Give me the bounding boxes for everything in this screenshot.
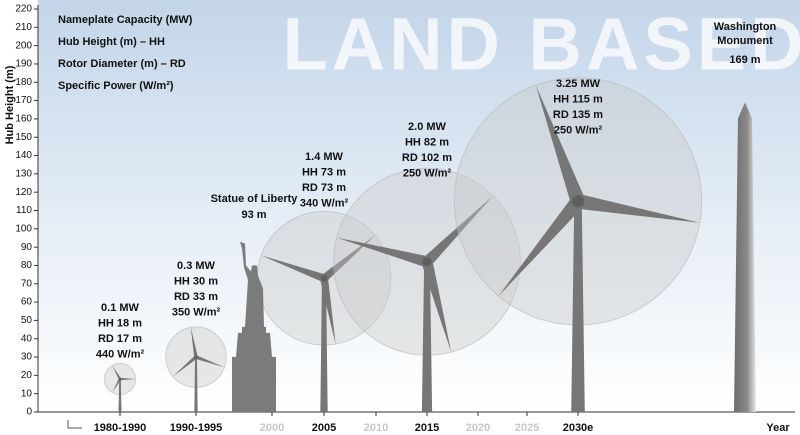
blade <box>261 255 326 283</box>
tower <box>320 278 328 412</box>
legend-entry: Rotor Diameter (m) – RD <box>58 58 186 70</box>
turbine-label: 440 W/m² <box>96 348 145 360</box>
blade <box>535 85 585 204</box>
turbine-label: 340 W/m² <box>300 197 349 209</box>
tower <box>118 379 122 412</box>
turbine-label: HH 82 m <box>405 136 449 148</box>
tower <box>421 261 433 412</box>
x-axis-label: Year <box>766 422 790 434</box>
y-tick-label: 10 <box>21 388 33 399</box>
x-tick-label: 1980-1990 <box>94 422 147 434</box>
landmark-name: Statue of Liberty <box>211 193 299 205</box>
blade <box>172 355 198 377</box>
turbine-label: HH 115 m <box>553 93 603 105</box>
y-tick-label: 220 <box>15 4 32 15</box>
y-tick-label: 40 <box>21 333 33 344</box>
turbine-label: 3.25 MW <box>556 78 601 90</box>
legend-entry: Nameplate Capacity (MW) <box>58 14 193 26</box>
turbine-label: HH 30 m <box>174 275 218 287</box>
y-tick-label: 170 <box>15 95 32 106</box>
hub <box>320 274 328 282</box>
hub <box>118 377 122 381</box>
x-tick-label: 1990-1995 <box>170 422 223 434</box>
x-tick-label: 2020 <box>466 422 490 434</box>
turbine-label: RD 102 m <box>402 152 452 164</box>
turbine-label: 0.3 MW <box>177 260 216 272</box>
y-tick-label: 210 <box>15 22 32 33</box>
y-axis-label: Hub Height (m) <box>4 65 16 144</box>
bracket <box>67 420 82 429</box>
blade <box>421 260 452 353</box>
y-tick-label: 100 <box>15 223 32 234</box>
blade <box>112 365 122 380</box>
y-tick-label: 80 <box>21 260 33 271</box>
y-tick-label: 20 <box>21 370 33 381</box>
blade <box>190 327 198 358</box>
y-tick-label: 120 <box>15 187 32 198</box>
blade <box>120 377 136 381</box>
legend-entry: Hub Height (m) – HH <box>58 36 165 48</box>
turbine-label: 250 W/m² <box>554 124 603 136</box>
blade <box>576 194 700 223</box>
y-tick-label: 140 <box>15 150 32 161</box>
y-tick-label: 0 <box>26 407 32 418</box>
blade <box>498 196 584 297</box>
hub <box>422 257 432 267</box>
blade <box>320 277 336 345</box>
turbine-label: HH 73 m <box>302 166 346 178</box>
turbine-label: 350 W/m² <box>172 306 221 318</box>
turbine-label: RD 17 m <box>98 333 142 345</box>
background-title: LAND BASED <box>282 3 800 86</box>
turbine-label: 1.4 MW <box>305 151 344 163</box>
turbine-label: RD 73 m <box>302 182 346 194</box>
x-tick-label: 2000 <box>260 422 284 434</box>
turbine-label: RD 33 m <box>174 291 218 303</box>
x-tick-label: 2025 <box>515 422 539 434</box>
blade <box>336 237 429 268</box>
tower <box>571 201 585 412</box>
y-tick-label: 180 <box>15 77 32 88</box>
tower <box>194 357 198 412</box>
y-tick-label: 130 <box>15 169 32 180</box>
background <box>38 0 800 412</box>
x-tick-label: 2015 <box>415 422 439 434</box>
hub <box>194 355 198 359</box>
y-tick-label: 30 <box>21 352 33 363</box>
y-tick-label: 110 <box>16 205 32 216</box>
turbine-label: 0.1 MW <box>101 302 140 314</box>
statue-of-liberty <box>232 241 276 412</box>
blade <box>112 378 122 393</box>
y-tick-label: 60 <box>21 297 33 308</box>
x-tick-label: 2005 <box>312 422 336 434</box>
y-tick-label: 70 <box>21 278 33 289</box>
turbine-label: 2.0 MW <box>408 121 447 133</box>
hub <box>571 195 585 208</box>
y-tick-label: 50 <box>21 315 33 326</box>
landmark-value: 93 m <box>241 209 266 221</box>
turbine-label: RD 135 m <box>553 109 603 121</box>
y-tick-label: 160 <box>15 114 32 125</box>
y-tick-label: 90 <box>21 242 33 253</box>
y-tick-label: 150 <box>15 132 32 143</box>
y-tick-label: 190 <box>15 59 32 70</box>
landmark-value: 169 m <box>729 54 760 66</box>
y-tick-label: 200 <box>15 40 32 51</box>
x-tick-label: 2010 <box>364 422 388 434</box>
blade <box>195 355 225 368</box>
turbine-label: 250 W/m² <box>403 167 452 179</box>
washington-monument <box>734 102 756 412</box>
legend-entry: Specific Power (W/m²) <box>58 80 174 92</box>
turbine-label: HH 18 m <box>98 317 142 329</box>
blade <box>321 235 376 282</box>
x-tick-label: 2030e <box>563 422 594 434</box>
